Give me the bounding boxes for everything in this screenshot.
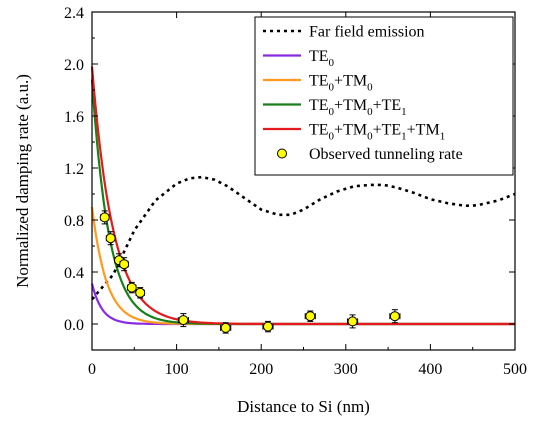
y-tick-label: 1.2 [64, 161, 84, 178]
axis-ticks: 0 100 200 300 400 500 0.0 0.4 0.8 1.2 1.6 2.0 2.4 [64, 5, 527, 378]
x-tick-label: 100 [165, 361, 189, 378]
x-tick-label: 200 [249, 361, 273, 378]
observed-point [389, 309, 401, 324]
legend-label: Observed tunneling rate [309, 146, 463, 163]
observed-marker [99, 212, 110, 223]
legend: Far field emission TE0​ TE0​+TM0​ TE0​+TM0​… [254, 16, 514, 176]
x-tick-label: 500 [503, 361, 527, 378]
observed-marker [105, 233, 116, 244]
observed-point [220, 322, 232, 334]
observed-point [262, 320, 274, 333]
x-tick-label: 0 [88, 361, 96, 378]
observed-point [346, 314, 359, 329]
y-axis-title: Normalized damping rate (a.u.) [13, 74, 32, 288]
observed-point [126, 281, 137, 294]
y-tick-label: 1.6 [64, 109, 84, 126]
curves-layer [90, 66, 516, 326]
y-tick-label: 0.0 [64, 317, 84, 334]
observed-points-layer [99, 210, 401, 334]
legend-label: TE0​+TM0​+TE1​ [309, 97, 407, 118]
observed-marker [119, 259, 130, 270]
observed-marker [389, 311, 400, 322]
legend-marker [277, 148, 287, 159]
observed-marker [220, 322, 231, 333]
x-axis-title: Distance to Si (nm) [237, 397, 370, 416]
y-tick-label: 2.0 [64, 57, 84, 74]
series-far-field-emission [91, 175, 516, 301]
y-tick-label: 0.4 [64, 265, 84, 282]
observed-marker [262, 321, 273, 332]
observed-point [135, 287, 146, 299]
y-tick-label: 2.4 [64, 5, 84, 22]
y-tick-label: 0.8 [64, 213, 84, 230]
series-mode-2 [90, 206, 515, 326]
legend-label: TE0​ [309, 48, 335, 69]
observed-point [304, 310, 316, 322]
observed-point [177, 313, 189, 328]
observed-marker [178, 315, 189, 326]
series-mode-4 [90, 66, 515, 326]
observed-point [105, 231, 116, 246]
x-tick-label: 400 [418, 361, 442, 378]
legend-box [254, 16, 514, 176]
observed-marker [305, 311, 316, 322]
x-tick-label: 300 [334, 361, 358, 378]
observed-marker [126, 282, 137, 293]
legend-label: Far field emission [309, 24, 425, 41]
observed-point [119, 257, 130, 272]
observed-marker [135, 287, 146, 298]
legend-label: TE0​+TM0​ [309, 73, 373, 94]
legend-label: TE0​+TM0​+TE1​+TM1​ [309, 122, 445, 143]
observed-point [99, 210, 110, 225]
observed-marker [347, 316, 358, 327]
